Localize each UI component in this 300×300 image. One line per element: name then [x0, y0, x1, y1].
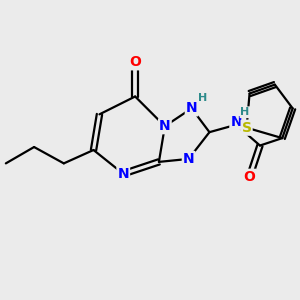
Text: N: N [230, 115, 242, 129]
Text: O: O [129, 55, 141, 69]
Text: N: N [159, 119, 171, 133]
Text: O: O [244, 170, 256, 184]
Text: N: N [183, 152, 194, 166]
Text: S: S [242, 121, 252, 135]
Text: N: N [117, 167, 129, 181]
Text: N: N [186, 101, 197, 116]
Text: H: H [241, 107, 250, 117]
Text: H: H [198, 93, 208, 103]
